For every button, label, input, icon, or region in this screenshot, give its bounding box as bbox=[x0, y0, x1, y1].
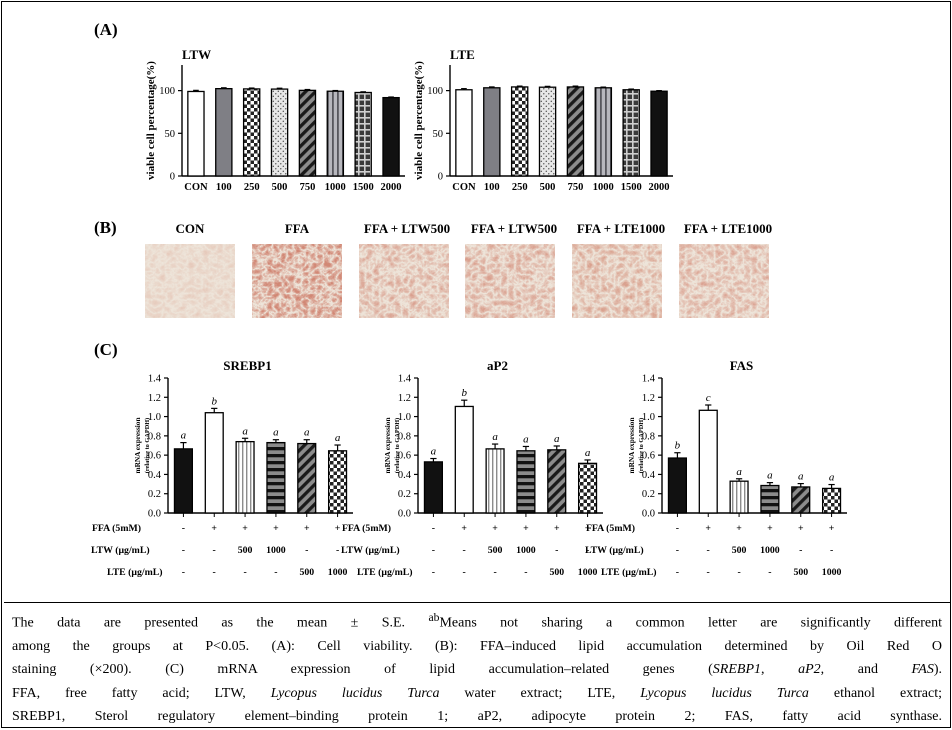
svg-text:LTE: LTE bbox=[450, 47, 475, 62]
svg-text:500: 500 bbox=[540, 182, 556, 193]
svg-text:1500: 1500 bbox=[353, 182, 374, 193]
svg-text:viable cell percentage(%): viable cell percentage(%) bbox=[413, 61, 425, 180]
svg-text:750: 750 bbox=[568, 182, 584, 193]
svg-text:a: a bbox=[736, 466, 742, 478]
svg-text:250: 250 bbox=[512, 182, 528, 193]
svg-text:0.0: 0.0 bbox=[148, 509, 161, 520]
svg-text:a: a bbox=[431, 446, 437, 458]
svg-text:2000: 2000 bbox=[381, 182, 402, 193]
svg-text:1.4: 1.4 bbox=[642, 374, 656, 385]
svg-text:250: 250 bbox=[244, 182, 260, 193]
svg-text:50: 50 bbox=[165, 129, 176, 140]
svg-text:100: 100 bbox=[216, 182, 232, 193]
svg-text:0.0: 0.0 bbox=[398, 509, 411, 520]
svg-text:a: a bbox=[304, 427, 310, 439]
svg-text:1000: 1000 bbox=[593, 182, 614, 193]
svg-text:500: 500 bbox=[272, 182, 288, 193]
svg-text:b: b bbox=[212, 395, 218, 407]
svg-text:50: 50 bbox=[433, 129, 444, 140]
svg-text:1.2: 1.2 bbox=[642, 393, 655, 404]
svg-text:0.2: 0.2 bbox=[398, 489, 411, 500]
svg-text:2000: 2000 bbox=[649, 182, 670, 193]
svg-text:1.4: 1.4 bbox=[398, 374, 412, 385]
svg-text:LTW: LTW bbox=[182, 47, 211, 62]
svg-text:a: a bbox=[767, 470, 773, 482]
svg-text:c: c bbox=[706, 392, 711, 404]
svg-text:b: b bbox=[462, 387, 468, 399]
svg-text:a: a bbox=[798, 471, 804, 483]
svg-text:1500: 1500 bbox=[621, 182, 642, 193]
svg-text:(relative to GAPDH): (relative to GAPDH) bbox=[638, 418, 645, 474]
svg-text:1.2: 1.2 bbox=[148, 393, 161, 404]
svg-text:viable cell percentage(%): viable cell percentage(%) bbox=[145, 61, 157, 180]
svg-text:CON: CON bbox=[452, 182, 476, 193]
svg-text:750: 750 bbox=[300, 182, 316, 193]
svg-text:a: a bbox=[523, 433, 529, 445]
svg-text:CON: CON bbox=[184, 182, 208, 193]
svg-text:a: a bbox=[335, 432, 341, 444]
svg-text:0: 0 bbox=[170, 172, 175, 183]
svg-text:SREBP1: SREBP1 bbox=[223, 358, 271, 373]
svg-text:a: a bbox=[829, 472, 835, 484]
svg-text:FAS: FAS bbox=[730, 358, 754, 373]
svg-text:100: 100 bbox=[484, 182, 500, 193]
svg-text:0: 0 bbox=[438, 172, 443, 183]
svg-text:0.2: 0.2 bbox=[642, 489, 655, 500]
svg-text:(relative to GAPDH): (relative to GAPDH) bbox=[394, 418, 401, 474]
svg-text:a: a bbox=[554, 433, 560, 445]
svg-text:mRNA expression: mRNA expression bbox=[628, 417, 636, 473]
svg-text:b: b bbox=[675, 440, 681, 452]
svg-text:0.0: 0.0 bbox=[642, 509, 655, 520]
svg-text:aP2: aP2 bbox=[487, 358, 508, 373]
svg-text:1.4: 1.4 bbox=[148, 374, 162, 385]
svg-text:mRNA expression: mRNA expression bbox=[384, 417, 392, 473]
svg-text:(relative to GAPDH): (relative to GAPDH) bbox=[144, 418, 151, 474]
svg-text:mRNA expression: mRNA expression bbox=[134, 417, 142, 473]
svg-text:a: a bbox=[492, 431, 498, 443]
svg-text:0.2: 0.2 bbox=[148, 489, 161, 500]
svg-text:a: a bbox=[585, 447, 591, 459]
svg-text:100: 100 bbox=[427, 86, 443, 97]
svg-text:a: a bbox=[273, 427, 279, 439]
svg-text:a: a bbox=[242, 425, 248, 437]
svg-text:1.2: 1.2 bbox=[398, 393, 411, 404]
svg-text:1000: 1000 bbox=[325, 182, 346, 193]
svg-text:100: 100 bbox=[159, 86, 175, 97]
svg-text:a: a bbox=[181, 430, 187, 442]
